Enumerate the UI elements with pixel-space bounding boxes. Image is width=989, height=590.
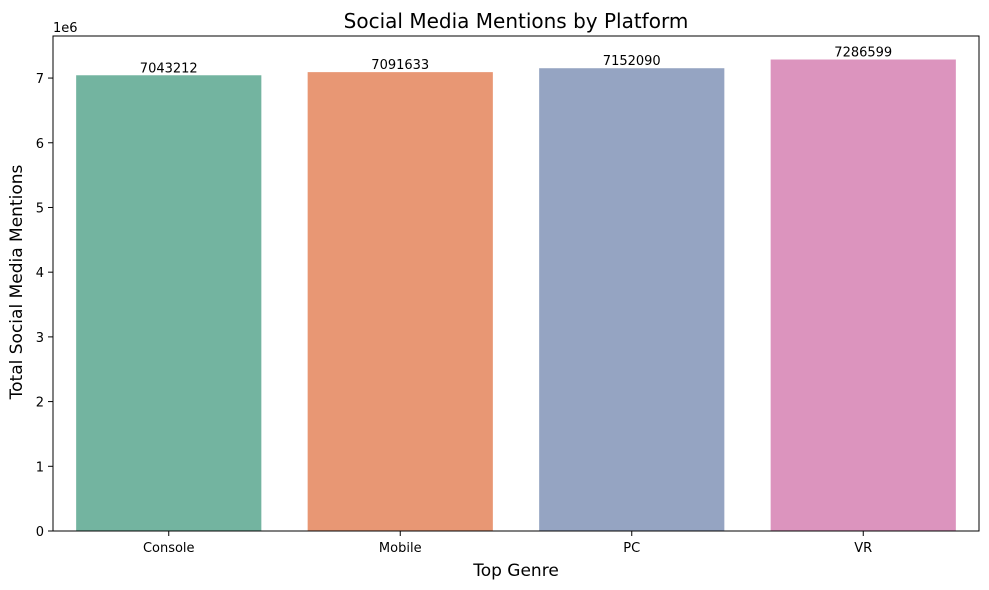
x-axis-ticks: Console Mobile PC VR — [143, 531, 872, 556]
x-axis-title: Top Genre — [472, 561, 559, 581]
y-tick-label: 7 — [36, 72, 44, 87]
x-tick-label: Console — [143, 541, 195, 556]
bar-mobile — [307, 72, 493, 531]
y-tick-label: 5 — [36, 201, 44, 216]
x-tick-label: PC — [623, 541, 640, 556]
y-tick-label: 0 — [36, 525, 44, 540]
y-tick-label: 4 — [36, 266, 44, 281]
bar-vr — [770, 59, 956, 531]
chart-title: Social Media Mentions by Platform — [344, 9, 689, 33]
y-axis-title: Total Social Media Mentions — [7, 165, 27, 401]
plot-frame — [52, 35, 980, 532]
y-offset-label: 1e6 — [53, 21, 78, 36]
x-tick-label: VR — [854, 541, 872, 556]
bar-pc — [539, 68, 725, 531]
y-tick-label: 2 — [36, 396, 44, 411]
bar-value-label: 7286599 — [834, 46, 892, 61]
bars-group — [76, 59, 956, 531]
bar-console — [76, 75, 262, 531]
x-tick-label: Mobile — [379, 541, 422, 556]
y-axis-ticks: 0 1 2 3 4 5 6 7 — [36, 72, 53, 540]
y-tick-label: 3 — [36, 331, 44, 346]
bar-value-label: 7091633 — [371, 58, 429, 73]
y-tick-label: 1 — [36, 460, 44, 475]
bar-value-label: 7043212 — [140, 61, 198, 76]
bar-value-label: 7152090 — [603, 54, 661, 69]
bar-labels-group: 7043212 7091633 7152090 7286599 — [140, 46, 892, 77]
y-tick-label: 6 — [36, 137, 44, 152]
